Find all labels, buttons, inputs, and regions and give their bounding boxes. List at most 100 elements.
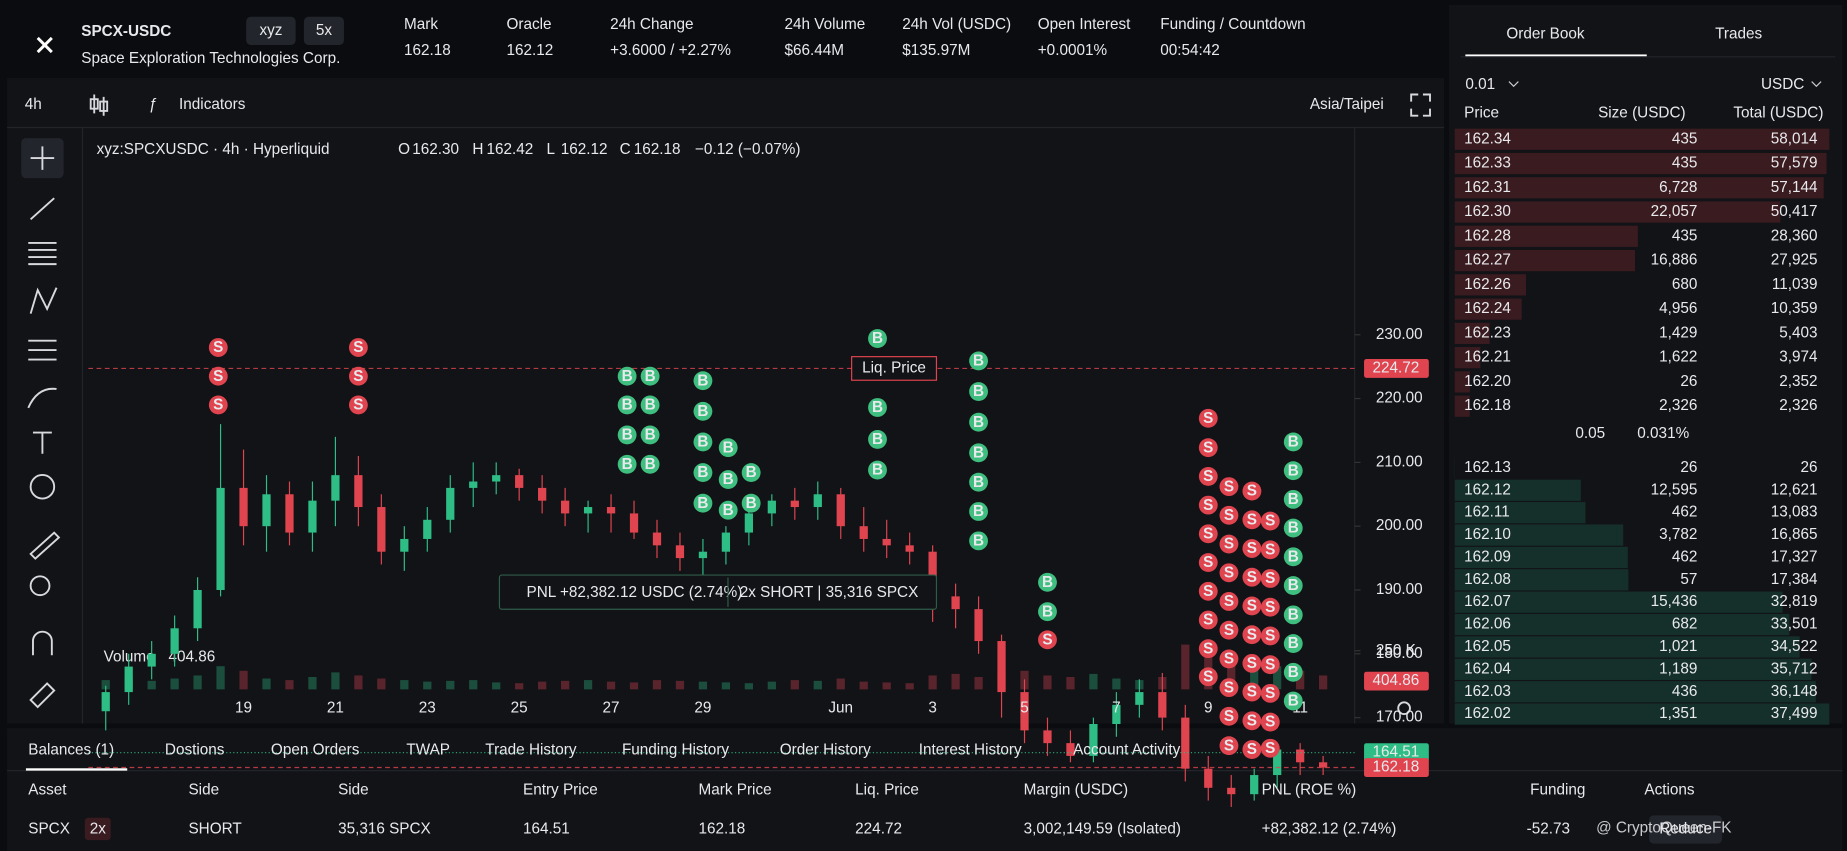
reduce-button[interactable]: [1649, 815, 1723, 844]
ob-tab-underline: [1465, 54, 1647, 57]
trade-marker: [1242, 740, 1262, 759]
trade-marker: [969, 412, 988, 432]
ob-price: 162.07: [1464, 593, 1511, 610]
candle-body: [216, 487, 225, 590]
dropdown-caret[interactable]: [1508, 81, 1519, 88]
trade-marker: [1198, 639, 1218, 659]
trade-marker: [1283, 461, 1303, 481]
ob-total: 12,621: [1771, 481, 1818, 498]
trade-marker: [1283, 432, 1303, 452]
trade-marker-label: S: [1203, 468, 1213, 485]
candle-body: [1112, 704, 1121, 724]
trade-marker-label: S: [1224, 737, 1234, 754]
trade-marker: [1198, 438, 1218, 458]
trade-marker-label: B: [697, 434, 708, 451]
ob-price: 162.05: [1464, 638, 1511, 655]
bottom-tab: Funding History: [622, 742, 729, 759]
ob-price: 162.10: [1464, 526, 1511, 543]
line-tool[interactable]: [29, 197, 55, 221]
candle-body: [1204, 768, 1213, 788]
trade-marker: [640, 454, 660, 474]
volume-bar: [1296, 670, 1305, 690]
projection-tool[interactable]: [28, 339, 57, 361]
trade-marker: [969, 351, 988, 371]
trade-marker: [969, 531, 988, 551]
ob-total: 17,384: [1771, 571, 1818, 588]
trade-marker: [693, 401, 713, 421]
emoji-tool[interactable]: [29, 474, 56, 500]
text-tool[interactable]: [32, 431, 52, 454]
fx-icon[interactable]: ƒ: [148, 96, 157, 113]
candle-type-button[interactable]: [89, 94, 109, 116]
stat-label: 24h Change: [610, 16, 693, 33]
fullscreen-button[interactable]: [1410, 93, 1431, 117]
zoom-tool[interactable]: [29, 575, 51, 597]
trade-marker-label: S: [1247, 483, 1257, 500]
ob-price: 162.11: [1464, 504, 1510, 521]
ruler-tool[interactable]: [29, 531, 61, 560]
candle-body: [951, 596, 960, 610]
volume-bar: [354, 675, 363, 690]
candle-body: [997, 641, 1006, 693]
ob-size: 26: [1680, 459, 1697, 476]
ob-size: 680: [1672, 276, 1698, 293]
candle-body: [1135, 692, 1144, 705]
volume-bar: [1204, 641, 1213, 690]
trade-marker-label: S: [1265, 628, 1275, 645]
settings-button[interactable]: [1397, 701, 1411, 716]
x-tick-label: 7: [1112, 699, 1121, 716]
ob-size: 26: [1680, 373, 1697, 390]
ob-price: 162.04: [1464, 660, 1511, 677]
candle-body: [928, 551, 937, 597]
ob-price: 162.23: [1464, 324, 1511, 341]
y-tick-label: 180.00: [1376, 645, 1423, 662]
depth-bar: [1454, 591, 1783, 613]
trade-marker-label: B: [1288, 462, 1299, 479]
trade-marker: [1198, 581, 1218, 601]
dropdown-caret[interactable]: [1811, 81, 1822, 88]
candle-body: [606, 507, 616, 514]
trade-marker: [969, 472, 988, 492]
trade-marker-label: B: [1288, 520, 1299, 537]
price-tag-label: 162.18: [1372, 759, 1419, 776]
ob-total: 37,499: [1771, 705, 1818, 722]
fib-tool[interactable]: [28, 241, 57, 266]
volume-bar: [1066, 677, 1075, 690]
close-button[interactable]: [36, 36, 53, 54]
trade-marker-label: B: [973, 444, 984, 461]
magnet-tool[interactable]: [32, 630, 53, 656]
trade-marker-label: S: [1265, 513, 1275, 530]
volume-bar: [606, 681, 616, 690]
ob-size: 1,622: [1659, 349, 1697, 366]
stat-value: 162.12: [507, 42, 554, 59]
volume-bar: [377, 678, 386, 690]
trade-marker-label: S: [213, 339, 223, 356]
trade-marker: [718, 470, 738, 490]
candle-body: [767, 500, 776, 514]
volume-bar: [1135, 680, 1144, 690]
trade-marker: [969, 502, 988, 521]
candle-body: [721, 532, 731, 552]
brush-tool[interactable]: [27, 387, 57, 409]
candle-body: [1181, 717, 1190, 769]
candle-body: [308, 500, 317, 533]
bottom-tab: Open Orders: [271, 742, 360, 759]
volume-bar: [239, 670, 248, 690]
column-header: Entry Price: [523, 782, 598, 799]
y-tick-label: 210.00: [1376, 453, 1423, 470]
lock-tool[interactable]: [29, 682, 56, 709]
ob-total: 58,014: [1771, 130, 1818, 147]
trade-marker-label: S: [1247, 569, 1257, 586]
volume-bar: [629, 682, 639, 690]
ob-price: 162.26: [1464, 276, 1511, 293]
ob-unit: USDC: [1761, 76, 1804, 93]
position-pnl: PNL +82,382.12 USDC (2.74%): [527, 584, 743, 601]
pattern-tool[interactable]: [29, 287, 58, 314]
volume-bar: [124, 677, 133, 690]
depth-bar: [1454, 347, 1481, 369]
crosshair-tool[interactable]: [30, 146, 55, 170]
candle-body: [1296, 749, 1305, 763]
ohlc-value: 162.30: [412, 141, 459, 158]
trade-marker-label: S: [1203, 554, 1213, 571]
x-tick-label: 5: [1020, 699, 1029, 716]
